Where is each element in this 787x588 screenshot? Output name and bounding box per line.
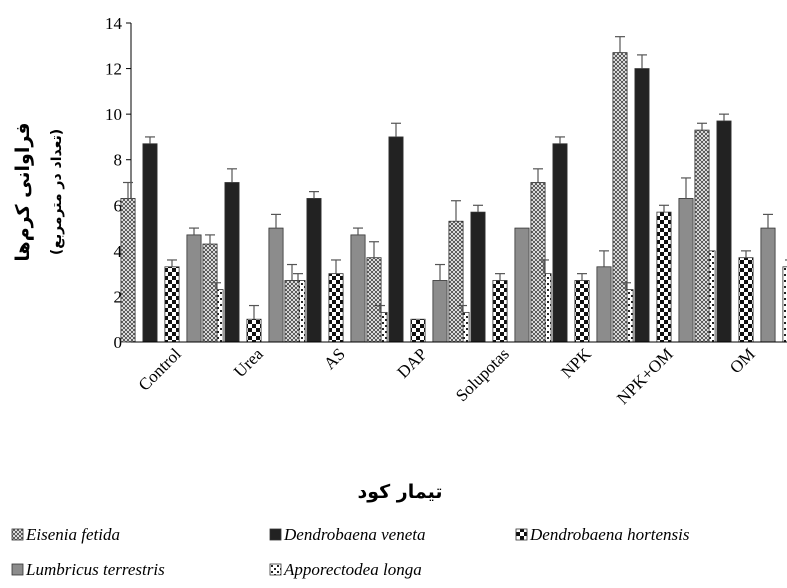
bar-lumbricus-terrestris-npk-om bbox=[678, 198, 694, 343]
bar-lumbricus-terrestris-npk bbox=[596, 266, 612, 343]
bar-eisenia-fetida-npk-om bbox=[612, 52, 628, 343]
legend-swatch-apporectodea-longa bbox=[269, 563, 282, 576]
bar-eisenia-fetida-control bbox=[120, 198, 136, 343]
legend-label-dendrobaena-veneta: Dendrobaena veneta bbox=[283, 525, 425, 544]
bar-dendrobaena-hortensis-om bbox=[738, 257, 754, 343]
x-tick-label-solupotas: Solupotas bbox=[452, 344, 513, 405]
x-tick-label-urea: Urea bbox=[230, 344, 267, 381]
bars bbox=[120, 52, 787, 343]
x-tick-label-as: AS bbox=[320, 344, 349, 373]
bar-lumbricus-terrestris-urea bbox=[268, 227, 284, 343]
legend-label-lumbricus-terrestris: Lumbricus terrestris bbox=[25, 560, 165, 579]
bar-lumbricus-terrestris-solupotas bbox=[514, 227, 530, 343]
legend-label-dendrobaena-hortensis: Dendrobaena hortensis bbox=[529, 525, 690, 544]
y-tick-label: 2 bbox=[114, 287, 123, 306]
y-axis-subtitle: (تعداد در مترمربع) bbox=[49, 129, 65, 255]
legend: Eisenia fetida Dendrobaena veneta Dendroba… bbox=[11, 525, 690, 579]
y-tick-label: 14 bbox=[105, 14, 123, 33]
legend-swatch-eisenia-fetida bbox=[11, 528, 24, 541]
legend-swatch-lumbricus-terrestris bbox=[11, 563, 24, 576]
y-tick-label: 6 bbox=[114, 196, 123, 215]
legend-label-eisenia-fetida: Eisenia fetida bbox=[25, 525, 120, 544]
bar-dendrobaena-hortensis-dap bbox=[410, 318, 426, 343]
bar-dendrobaena-veneta-npk-om bbox=[634, 68, 650, 343]
bar-apporectodea-longa-om bbox=[782, 266, 787, 343]
y-axis-title: فراوانی کرم‌ها bbox=[12, 122, 34, 261]
x-tick-label-npk: NPK bbox=[557, 344, 595, 382]
bar-eisenia-fetida-dap bbox=[366, 257, 382, 343]
bar-eisenia-fetida-urea bbox=[202, 243, 218, 343]
bar-dendrobaena-veneta-solupotas bbox=[470, 211, 486, 343]
bar-dendrobaena-veneta-npk bbox=[552, 143, 568, 343]
bar-eisenia-fetida-om bbox=[694, 129, 710, 343]
y-tick-label: 10 bbox=[105, 105, 122, 124]
bar-dendrobaena-hortensis-npk bbox=[574, 280, 590, 343]
bar-lumbricus-terrestris-om bbox=[760, 227, 776, 343]
y-tick-label: 12 bbox=[105, 60, 122, 79]
bar-dendrobaena-veneta-control bbox=[142, 143, 158, 343]
bar-dendrobaena-hortensis-as bbox=[328, 273, 344, 343]
x-tick-label-om: OM bbox=[726, 344, 759, 377]
bar-dendrobaena-veneta-om bbox=[716, 120, 732, 343]
x-axis: Control Urea AS DAP Solupotas NPK NPK+OM OM bbox=[131, 341, 787, 408]
bar-eisenia-fetida-as bbox=[284, 280, 300, 343]
bar-dendrobaena-veneta-dap bbox=[388, 136, 404, 343]
bar-eisenia-fetida-npk bbox=[530, 182, 546, 343]
error-bars bbox=[123, 36, 787, 320]
bar-dendrobaena-veneta-as bbox=[306, 198, 322, 343]
bar-dendrobaena-hortensis-npk-om bbox=[656, 211, 672, 343]
x-tick-label-control: Control bbox=[135, 344, 185, 394]
legend-swatch-dendrobaena-hortensis bbox=[515, 528, 528, 541]
x-tick-label-dap: DAP bbox=[393, 344, 430, 381]
x-axis-title: تیمار کود bbox=[357, 481, 442, 503]
bar-dendrobaena-veneta-urea bbox=[224, 182, 240, 343]
bar-eisenia-fetida-solupotas bbox=[448, 220, 464, 343]
legend-label-apporectodea-longa: Apporectodea longa bbox=[283, 560, 422, 579]
y-tick-label: 8 bbox=[114, 151, 123, 170]
y-tick-label: 4 bbox=[114, 242, 123, 261]
x-tick-label-npk-om: NPK+OM bbox=[613, 344, 677, 408]
y-tick-label: 0 bbox=[114, 333, 123, 352]
bar-lumbricus-terrestris-control bbox=[186, 234, 202, 343]
bar-dendrobaena-hortensis-solupotas bbox=[492, 280, 508, 343]
bar-lumbricus-terrestris-as bbox=[350, 234, 366, 343]
legend-swatch-dendrobaena-veneta bbox=[269, 528, 282, 541]
bar-dendrobaena-hortensis-urea bbox=[246, 318, 262, 343]
bar-dendrobaena-hortensis-control bbox=[164, 266, 180, 343]
bar-lumbricus-terrestris-dap bbox=[432, 280, 448, 343]
